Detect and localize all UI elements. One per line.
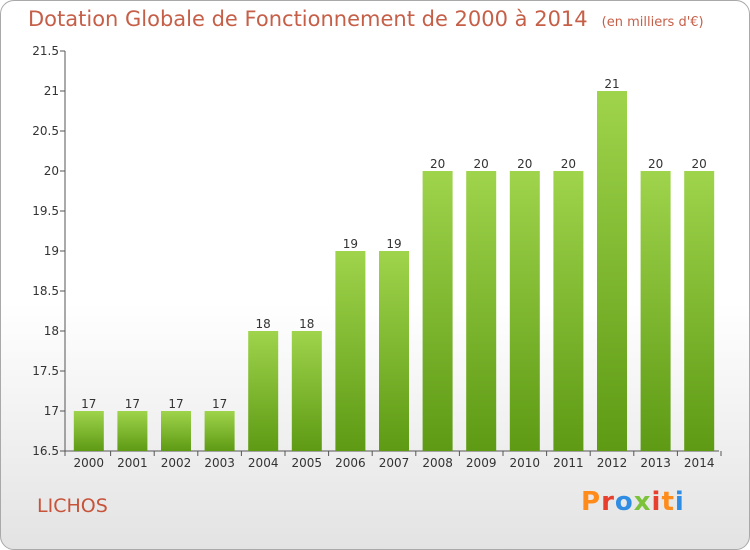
y-tick-label: 17.5 bbox=[32, 364, 59, 378]
chart-title: Dotation Globale de Fonctionnement de 20… bbox=[28, 7, 704, 31]
x-tick-label: 2013 bbox=[640, 456, 671, 470]
data-label: 17 bbox=[81, 397, 96, 411]
bar-2003 bbox=[204, 411, 235, 451]
bar-2014 bbox=[684, 171, 715, 451]
bar-2012 bbox=[597, 91, 627, 451]
proxiti-logo[interactable]: Proxiti bbox=[581, 487, 685, 517]
x-tick-label: 2012 bbox=[597, 456, 628, 470]
bars bbox=[73, 91, 715, 451]
y-tick-label: 16.5 bbox=[32, 444, 59, 458]
data-label: 17 bbox=[168, 397, 183, 411]
data-label: 20 bbox=[430, 157, 445, 171]
data-label: 21 bbox=[604, 77, 619, 91]
x-tick-label: 2003 bbox=[204, 456, 235, 470]
data-label: 18 bbox=[299, 317, 314, 331]
x-tick-label: 2004 bbox=[248, 456, 279, 470]
data-label: 20 bbox=[561, 157, 576, 171]
x-tick-label: 2010 bbox=[510, 456, 541, 470]
logo-letter: i bbox=[651, 487, 662, 517]
bar-2009 bbox=[466, 171, 497, 451]
x-tick-label: 2000 bbox=[74, 456, 105, 470]
bar-2000 bbox=[73, 411, 104, 451]
y-tick-label: 20 bbox=[44, 164, 59, 178]
logo-letter: i bbox=[674, 487, 685, 517]
data-label: 17 bbox=[212, 397, 227, 411]
bar-2011 bbox=[553, 171, 584, 451]
data-label: 18 bbox=[256, 317, 271, 331]
x-tick-label: 2007 bbox=[379, 456, 410, 470]
y-tick-label: 18 bbox=[44, 324, 59, 338]
data-label: 20 bbox=[648, 157, 663, 171]
x-tick-label: 2002 bbox=[161, 456, 192, 470]
data-labels: 17 17 17 17 18 18 19 19 20 20 20 20 21 20 20 bbox=[81, 77, 707, 411]
y-tick-label: 19.5 bbox=[32, 204, 59, 218]
data-label: 20 bbox=[692, 157, 707, 171]
data-label: 19 bbox=[386, 237, 401, 251]
x-tick-label: 2008 bbox=[422, 456, 453, 470]
x-tick-label: 2005 bbox=[292, 456, 323, 470]
commune-name: LICHOS bbox=[37, 495, 108, 517]
data-label: 19 bbox=[343, 237, 358, 251]
bar-2006 bbox=[335, 251, 366, 451]
x-tick-label: 2001 bbox=[117, 456, 148, 470]
data-label: 17 bbox=[125, 397, 140, 411]
chart-subtitle: (en milliers d'€) bbox=[601, 15, 704, 30]
data-label: 20 bbox=[517, 157, 532, 171]
title-text: Dotation Globale de Fonctionnement de 20… bbox=[28, 7, 588, 31]
data-label: 20 bbox=[474, 157, 489, 171]
bar-2005 bbox=[291, 331, 322, 451]
logo-letter: t bbox=[661, 487, 675, 517]
x-tick-label: 2014 bbox=[684, 456, 715, 470]
y-tick-label: 18.5 bbox=[32, 284, 59, 298]
x-tick-label: 2009 bbox=[466, 456, 497, 470]
logo-letter: x bbox=[633, 487, 652, 517]
y-tick-label: 21 bbox=[44, 84, 59, 98]
bar-2007 bbox=[379, 251, 409, 451]
bar-2010 bbox=[509, 171, 540, 451]
logo-letter: P bbox=[581, 487, 602, 517]
bar-2001 bbox=[117, 411, 148, 451]
bar-2002 bbox=[161, 411, 191, 451]
y-tick-label: 20.5 bbox=[32, 124, 59, 138]
axes: 16.5 17 17.5 18 18.5 19 19.5 20 20.5 21 21.5 2000 20… bbox=[32, 44, 722, 470]
y-tick-label: 21.5 bbox=[32, 44, 59, 58]
bar-2008 bbox=[422, 171, 453, 451]
bar-2013 bbox=[640, 171, 671, 451]
logo-letter: r bbox=[601, 487, 615, 517]
x-tick-label: 2006 bbox=[335, 456, 366, 470]
logo-letter: o bbox=[614, 487, 634, 517]
y-tick-label: 17 bbox=[44, 404, 59, 418]
x-tick-label: 2011 bbox=[553, 456, 584, 470]
bar-2004 bbox=[248, 331, 279, 451]
y-tick-label: 19 bbox=[44, 244, 59, 258]
